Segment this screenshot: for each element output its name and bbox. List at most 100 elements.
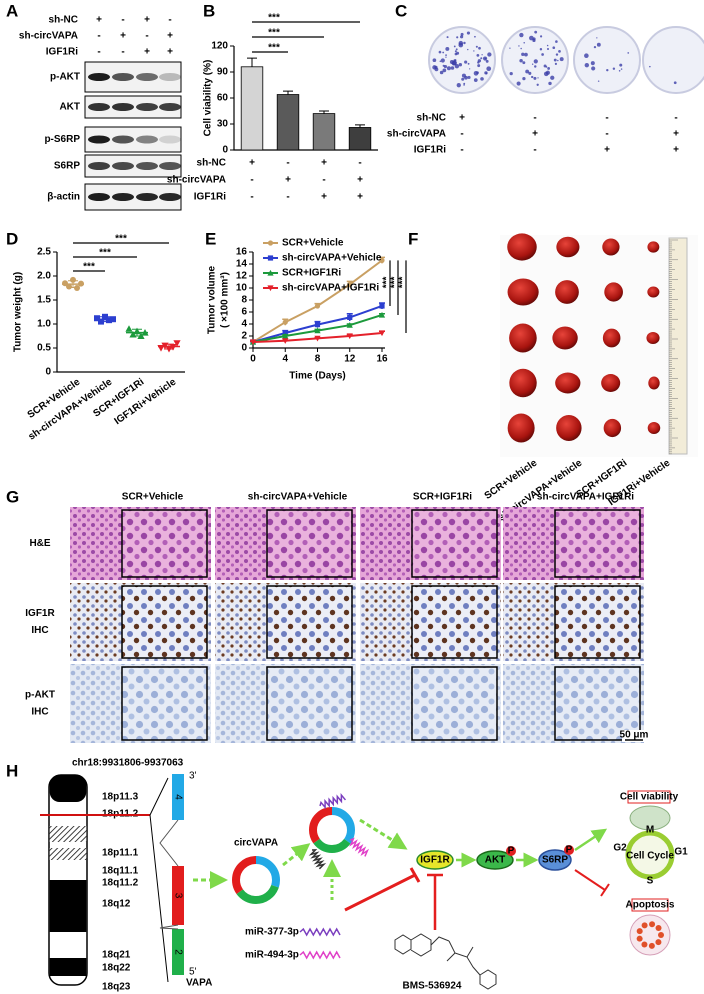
histology-inset <box>411 509 498 578</box>
error-bar <box>355 124 365 128</box>
histology-inset <box>121 509 208 578</box>
panel-label: F <box>408 229 418 248</box>
panel-label: A <box>6 1 18 20</box>
band-label: 18q23 <box>102 982 131 993</box>
condition-sign: - <box>460 145 463 156</box>
colony <box>584 62 590 68</box>
x-tick-label: 0 <box>250 354 256 365</box>
chromosome-band <box>49 826 87 842</box>
tumor <box>507 278 539 306</box>
colony <box>533 76 537 80</box>
mirna-label: miR-494-3p <box>245 950 299 961</box>
colony <box>445 54 447 57</box>
blot-band <box>136 73 158 81</box>
colony <box>552 46 556 50</box>
error-bar <box>164 343 174 350</box>
mirna <box>299 927 341 937</box>
legend-label: SCR+IGF1Ri <box>282 268 341 279</box>
marker <box>282 319 288 325</box>
colony <box>557 59 559 62</box>
pathway-label: S6RP <box>542 855 568 866</box>
colony <box>627 52 630 54</box>
dish <box>428 26 496 94</box>
y-tick-label: 10 <box>236 283 248 294</box>
condition-sign: - <box>97 47 100 58</box>
colony <box>539 35 543 38</box>
exon-label: 3 <box>172 893 183 899</box>
outcome-label: Cell viability <box>620 792 679 803</box>
condition-sign: + <box>96 15 102 26</box>
colony <box>524 52 528 57</box>
histology-inset <box>121 666 208 741</box>
pathway-node <box>416 850 454 870</box>
y-tick-label: 60 <box>217 93 229 104</box>
phospho-label: P <box>508 846 515 857</box>
condition-sign: - <box>358 158 361 169</box>
colony <box>454 52 458 56</box>
significance-label: *** <box>382 276 393 288</box>
phase-label: S <box>647 876 654 887</box>
marker <box>347 314 353 320</box>
viability-icon <box>629 805 671 831</box>
pathway-node <box>538 849 572 871</box>
tumor <box>648 376 660 390</box>
colony <box>455 48 458 51</box>
condition-label: sh-NC <box>197 158 226 169</box>
inhibitor-label: BMS-536924 <box>403 981 462 992</box>
tumor <box>647 421 661 435</box>
molecule <box>394 933 497 990</box>
significance-label: *** <box>268 28 280 39</box>
phase-label: G2 <box>613 843 627 854</box>
circrna-segment <box>309 807 355 853</box>
colony <box>509 72 513 76</box>
condition-sign: - <box>322 175 325 186</box>
arrow <box>282 843 311 867</box>
y-tick-label: 14 <box>236 259 248 270</box>
histology-inset <box>266 585 353 659</box>
colony <box>596 42 601 47</box>
panel-label: G <box>6 487 19 506</box>
marker <box>314 327 321 334</box>
colony <box>591 66 596 71</box>
tumor <box>601 374 621 392</box>
blot-label: p-S6RP <box>44 134 80 145</box>
colony <box>439 70 444 75</box>
apoptosis-icon <box>629 914 671 956</box>
colony <box>486 66 492 72</box>
phase-label: M <box>646 825 654 836</box>
band-label: 18q11.2 <box>102 878 139 889</box>
marker <box>378 311 386 318</box>
legend-marker <box>267 285 274 292</box>
colony <box>531 75 534 79</box>
y-tick-label: 4 <box>241 319 247 330</box>
colony <box>467 62 470 65</box>
colony <box>446 36 449 39</box>
colony <box>458 40 464 46</box>
colony <box>519 58 523 63</box>
tumor <box>556 236 580 258</box>
significance-label: *** <box>83 262 95 273</box>
histology-inset <box>411 585 498 659</box>
error-bar <box>283 90 293 95</box>
histology-inset <box>266 666 353 741</box>
colony <box>532 37 536 41</box>
colony <box>559 57 564 62</box>
blot-band <box>136 135 158 144</box>
blot-band <box>112 162 134 170</box>
marker <box>173 340 181 347</box>
blot-band <box>159 135 181 144</box>
colony <box>458 63 463 67</box>
column-header: sh-circVAPA+IGF1Ri <box>537 492 634 503</box>
tumor <box>507 413 535 443</box>
colony <box>534 65 537 68</box>
condition-sign: - <box>286 192 289 203</box>
mirna <box>299 950 341 960</box>
significance-label: *** <box>268 13 280 24</box>
colony <box>438 50 442 54</box>
marker <box>249 339 257 346</box>
blot-band <box>159 162 181 170</box>
condition-sign: + <box>285 175 291 186</box>
row-label: IGF1R <box>25 608 55 619</box>
circrna-segment <box>232 856 280 904</box>
